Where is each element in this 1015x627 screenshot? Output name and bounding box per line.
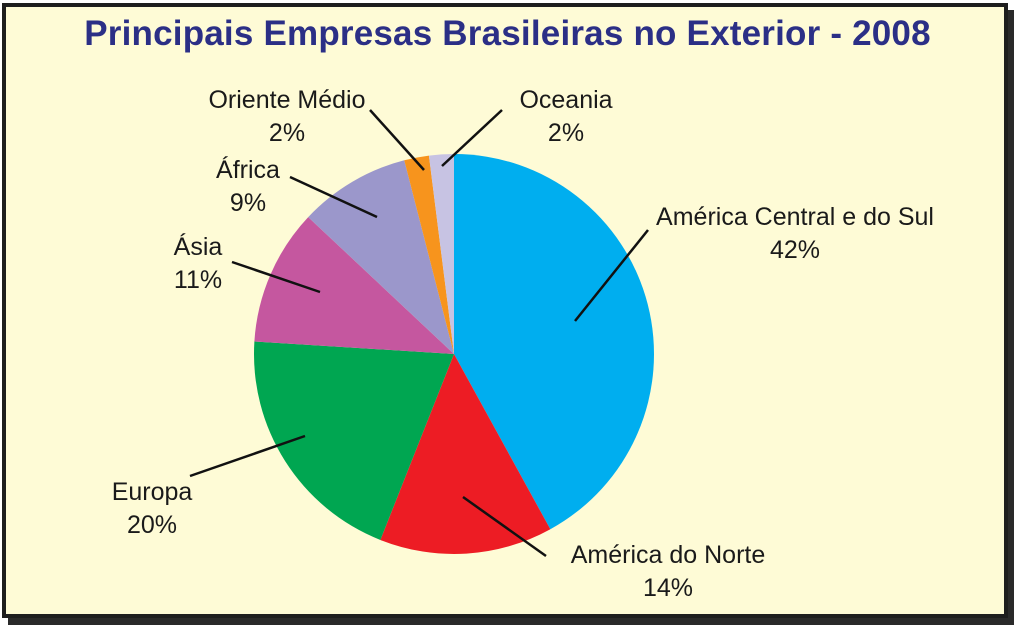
slice-percent-africa: 9%: [230, 189, 266, 217]
slice-label-europa: Europa: [112, 478, 193, 506]
slice-percent-oceania: 2%: [548, 119, 584, 147]
pie-slice-asia: [254, 217, 454, 354]
slice-label-america-central-sul: América Central e do Sul: [656, 203, 934, 231]
leader-line-asia: [231, 260, 321, 294]
slice-percent-america-norte: 14%: [643, 574, 693, 602]
slice-label-oceania: Oceania: [519, 86, 612, 114]
pie-slice-oceania: [428, 154, 454, 354]
leader-line-oriente-medio: [369, 109, 425, 171]
slice-label-oriente-medio: Oriente Médio: [208, 86, 365, 114]
slice-percent-europa: 20%: [127, 511, 177, 539]
chart-title: Principais Empresas Brasileiras no Exter…: [84, 14, 931, 53]
slice-percent-oriente-medio: 2%: [269, 119, 305, 147]
slice-label-africa: África: [216, 155, 280, 184]
slice-label-america-norte: América do Norte: [571, 541, 766, 569]
pie-slice-america-norte: [380, 354, 551, 555]
leader-line-europa: [189, 434, 306, 478]
pie-slice-africa: [308, 160, 454, 354]
leader-line-africa: [289, 175, 378, 219]
leader-line-america-norte: [462, 495, 547, 558]
pie-slice-america-central-sul: [454, 154, 654, 530]
slice-percent-asia: 11%: [174, 266, 222, 294]
slice-percent-america-central-sul: 42%: [770, 236, 820, 264]
leader-line-america-central-sul: [574, 229, 649, 322]
pie-slice-europa: [253, 341, 454, 540]
leader-line-oceania: [441, 109, 503, 167]
pie-slice-oriente-medio: [404, 155, 454, 354]
slice-label-asia: Ásia: [174, 232, 223, 261]
